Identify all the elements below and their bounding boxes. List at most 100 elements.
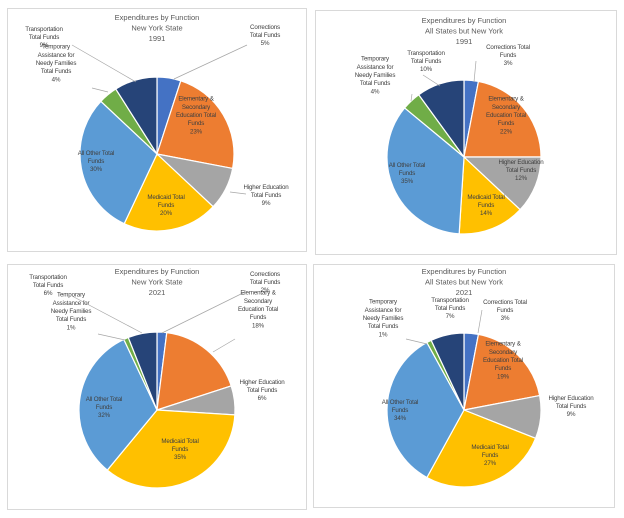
- pie-slice-all-other[interactable]: [386, 107, 465, 235]
- leader-line-tanf: [97, 333, 126, 341]
- leader-line-transportation: [71, 295, 143, 334]
- data-label-text: Secondary: [182, 104, 211, 111]
- data-label-text: Funds: [478, 202, 495, 209]
- data-label-value: 23%: [190, 128, 203, 135]
- leader-line-higher-education: [229, 191, 247, 195]
- data-label-text: All Other Total: [78, 150, 115, 157]
- data-label-text: Funds: [399, 170, 416, 177]
- data-label-text: Assistance for: [38, 52, 75, 59]
- data-label-value: 35%: [401, 178, 414, 185]
- data-label-text: Assistance for: [357, 64, 394, 71]
- data-label-text: Elementary &: [178, 96, 214, 103]
- data-label-text: Temporary: [42, 44, 71, 51]
- data-label-text: Medicaid Total: [147, 194, 184, 201]
- leader-line-tanf: [410, 93, 413, 102]
- data-label-value: 19%: [497, 373, 510, 380]
- data-label-text: Higher Education: [243, 184, 289, 191]
- data-label-value: 10%: [420, 66, 433, 73]
- data-label-value: 18%: [252, 322, 265, 329]
- pie-slice-medicaid[interactable]: [106, 409, 236, 489]
- data-label-text: Total Funds: [411, 58, 441, 65]
- pie-slice-transportation[interactable]: [430, 332, 465, 411]
- pie-slice-transportation[interactable]: [417, 79, 465, 159]
- pie-chart-ny-2021: Expenditures by Function New York State20…: [29, 267, 285, 489]
- data-label-text: Funds: [495, 365, 512, 372]
- data-label-text: Needy Families: [51, 308, 92, 315]
- data-label-text: Secondary: [244, 298, 273, 305]
- data-label-value: 5%: [261, 40, 270, 47]
- pie-slice-elementary-secondary[interactable]: [463, 333, 541, 411]
- leader-line-tanf: [91, 87, 109, 93]
- data-label-value: 32%: [98, 412, 111, 419]
- chart-title-line: New York State: [131, 24, 182, 33]
- pie-slice-elementary-secondary[interactable]: [156, 331, 232, 411]
- pie-slice-all-other[interactable]: [78, 338, 158, 471]
- data-label-text: Education Total: [238, 306, 278, 313]
- pie-slice-transportation[interactable]: [127, 331, 158, 411]
- data-label-value: 9%: [567, 411, 576, 418]
- data-label-value: 9%: [40, 42, 49, 49]
- chart-title-line: All States but New York: [425, 27, 503, 36]
- data-label-text: Corrections: [250, 24, 280, 31]
- pie-slice-elementary-secondary[interactable]: [156, 80, 235, 170]
- data-label-text: All Other Total: [389, 162, 426, 169]
- chart-title-line: Expenditures by Function: [115, 267, 200, 276]
- data-label-text: Corrections Total: [486, 44, 530, 51]
- leader-line-corrections: [161, 291, 246, 334]
- chart-title-line: 2021: [149, 288, 166, 297]
- pie-slice-medicaid[interactable]: [458, 155, 521, 235]
- pie-slice-transportation[interactable]: [114, 76, 158, 157]
- data-label-text: Elementary &: [240, 290, 276, 297]
- leader-line-corrections: [477, 309, 483, 334]
- data-label-text: Medicaid Total: [467, 194, 504, 201]
- chart-title-line: 2021: [456, 288, 473, 297]
- leader-line-corrections: [173, 44, 248, 80]
- data-label-text: All Other Total: [86, 396, 123, 403]
- pie-chart-other-states-2021: Expenditures by Function All States but N…: [363, 267, 594, 488]
- pie-slice-medicaid[interactable]: [123, 152, 214, 232]
- data-label-text: Total Funds: [250, 279, 280, 286]
- data-label-text: Funds: [88, 158, 105, 165]
- data-label-value: 2%: [261, 287, 270, 294]
- leader-line-transportation: [71, 44, 137, 83]
- data-label-text: Total Funds: [506, 167, 536, 174]
- chart-title-line: 1991: [456, 37, 473, 46]
- data-label-value: 14%: [480, 210, 493, 217]
- data-label-text: Funds: [172, 446, 189, 453]
- data-label-text: Education Total: [486, 112, 526, 119]
- data-label-text: Transportation: [25, 26, 63, 33]
- data-label-value: 35%: [174, 454, 187, 461]
- data-label-text: Temporary: [57, 292, 86, 299]
- data-label-text: Funds: [250, 314, 267, 321]
- data-label-text: Funds: [158, 202, 175, 209]
- data-label-value: 4%: [52, 76, 61, 83]
- leader-line-transportation: [422, 74, 441, 87]
- pie-slice-all-other[interactable]: [79, 100, 158, 225]
- data-label-text: Total Funds: [435, 305, 465, 312]
- data-label-text: Total Funds: [33, 282, 63, 289]
- data-label-value: 3%: [504, 60, 513, 67]
- pie-slice-elementary-secondary[interactable]: [463, 80, 542, 158]
- data-label-text: Transportation: [29, 274, 67, 281]
- data-label-text: Temporary: [369, 299, 398, 306]
- data-label-text: Total Funds: [556, 403, 586, 410]
- data-label-text: Funds: [392, 407, 409, 414]
- data-label-text: Total Funds: [360, 80, 390, 87]
